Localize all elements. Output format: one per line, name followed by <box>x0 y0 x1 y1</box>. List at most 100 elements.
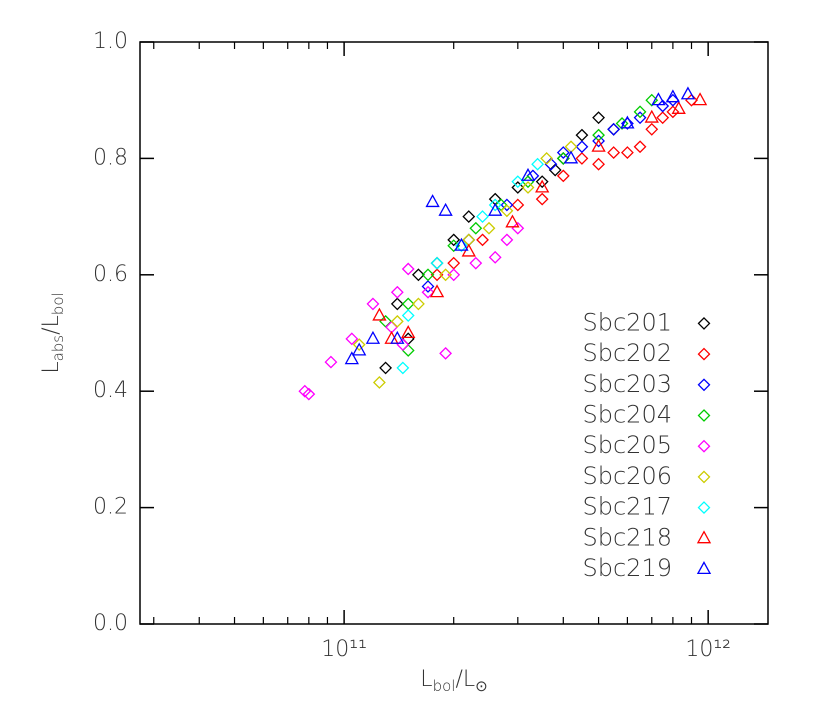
triangle-marker <box>454 237 469 251</box>
diamond-marker <box>482 221 496 235</box>
legend-label: Sbc219 <box>583 554 672 582</box>
diamond-marker <box>548 163 562 177</box>
diamond-marker <box>430 256 444 270</box>
diamond-marker <box>633 140 647 154</box>
diamond-marker <box>421 280 435 293</box>
x-tick-label: 10¹² <box>685 637 731 662</box>
diamond-marker <box>488 198 502 212</box>
legend-marker <box>697 378 711 392</box>
triangle-marker <box>401 325 416 339</box>
diamond-marker <box>633 105 647 119</box>
triangle-marker <box>505 214 520 228</box>
legend-marker <box>697 501 711 515</box>
diamond-marker <box>607 146 621 159</box>
legend-marker <box>697 347 711 361</box>
diamond-marker <box>656 111 670 125</box>
y-tick-label: 1.0 <box>93 29 128 54</box>
diamond-marker <box>575 128 589 142</box>
diamond-marker <box>447 233 461 247</box>
triangle-marker <box>425 194 440 208</box>
diamond-marker <box>345 332 359 346</box>
diamond-marker <box>462 210 476 224</box>
plot-frame <box>139 41 769 625</box>
diamond-marker <box>666 105 680 119</box>
diamond-marker <box>302 387 316 401</box>
diamond-marker <box>575 151 589 165</box>
triangle-marker <box>429 284 445 298</box>
triangle-marker <box>352 342 367 356</box>
diamond-marker <box>592 111 605 125</box>
triangle-marker <box>438 202 453 216</box>
diamond-marker <box>430 268 444 282</box>
y-tick-label: 0.4 <box>93 378 128 403</box>
triangle-marker <box>372 307 387 321</box>
diamond-marker <box>390 297 404 311</box>
diamond-marker <box>390 314 404 328</box>
diamond-marker <box>531 157 545 171</box>
diamond-marker <box>556 169 570 183</box>
triangle-marker <box>520 167 536 181</box>
legend-marker <box>697 409 711 422</box>
y-tick-label: 0.0 <box>93 611 128 636</box>
legend-label: Sbc206 <box>583 462 672 490</box>
diamond-marker <box>535 175 549 189</box>
triangle-marker <box>563 150 579 164</box>
diamond-marker <box>396 361 410 375</box>
x-axis-label: Lbol/L⊙ <box>420 667 487 695</box>
x-axis-label-part: ⊙ <box>475 677 488 695</box>
diamond-marker <box>372 376 386 389</box>
diamond-marker <box>592 134 605 148</box>
diamond-marker <box>469 256 483 270</box>
triangle-marker <box>344 351 359 365</box>
triangle-marker <box>671 100 686 114</box>
diamond-marker <box>396 338 410 352</box>
triangle-marker <box>365 330 381 344</box>
legend-marker <box>697 439 711 453</box>
diamond-marker <box>511 198 525 212</box>
x-tick-label: 10¹¹ <box>321 637 367 662</box>
diamond-marker <box>535 192 549 206</box>
diamond-marker <box>620 146 634 159</box>
diamond-marker <box>447 268 461 282</box>
diamond-marker <box>521 181 535 194</box>
legend-label: Sbc202 <box>583 339 672 367</box>
diamond-marker <box>430 256 444 270</box>
diamond-marker <box>421 268 435 282</box>
diamond-marker <box>401 262 415 276</box>
diamond-marker <box>645 122 659 136</box>
diamond-marker <box>401 309 415 322</box>
triangle-marker <box>488 202 503 216</box>
triangle-marker <box>591 138 606 152</box>
diamond-marker <box>421 285 435 299</box>
diamond-marker <box>620 117 634 130</box>
diamond-marker <box>615 117 629 130</box>
diamond-marker <box>488 250 502 264</box>
diamond-marker <box>390 285 404 299</box>
diamond-marker <box>556 146 570 159</box>
legend-marker <box>697 470 711 484</box>
diamond-marker <box>447 256 461 270</box>
x-axis-label-part: L <box>420 667 432 692</box>
y-tick-label: 0.6 <box>93 262 128 287</box>
legend-label: Sbc201 <box>583 308 672 336</box>
y-axis-label: Labs/Lbol <box>39 292 67 373</box>
diamond-marker <box>476 233 489 247</box>
diamond-marker <box>575 140 589 154</box>
triangle-marker <box>620 115 635 129</box>
y-tick-label: 0.2 <box>93 495 128 520</box>
diamond-marker <box>324 355 338 369</box>
diamond-marker <box>412 268 425 282</box>
diamond-marker <box>500 198 514 212</box>
triangle-marker <box>651 92 666 106</box>
diamond-marker <box>607 122 621 136</box>
x-axis-label-part: /L <box>455 667 475 692</box>
diamond-marker <box>401 332 415 346</box>
diamond-marker <box>592 157 605 171</box>
diamond-marker <box>366 297 380 311</box>
legend-label: Sbc204 <box>583 401 672 429</box>
triangle-marker <box>644 109 659 123</box>
y-axis-label-part: L <box>39 361 64 373</box>
diamond-marker <box>500 204 514 218</box>
triangle-marker <box>390 330 405 344</box>
legend-label: Sbc205 <box>583 431 672 459</box>
